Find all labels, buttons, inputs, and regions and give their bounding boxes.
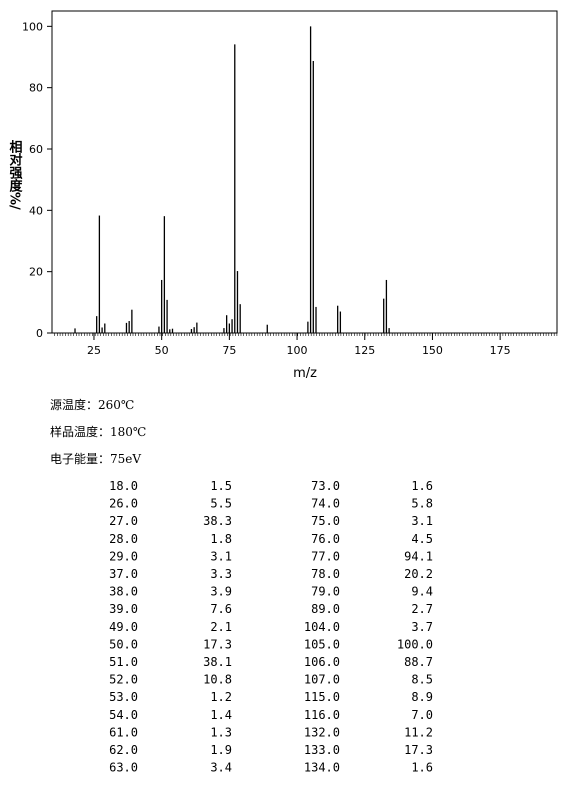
table-cell: 51.0 — [109, 655, 138, 669]
table-cell: 104.0 — [304, 620, 340, 634]
x-tick-label: 50 — [155, 344, 169, 357]
y-tick-label: 100 — [22, 20, 43, 33]
y-tick-label: 80 — [29, 82, 43, 95]
table-cell: 73.0 — [311, 479, 340, 493]
table-cell: 3.4 — [210, 761, 232, 775]
table-cell: 29.0 — [109, 549, 138, 563]
table-cell: 1.5 — [210, 479, 232, 493]
x-tick-label: 125 — [354, 344, 375, 357]
table-cell: 1.6 — [411, 479, 433, 493]
table-cell: 7.6 — [210, 602, 232, 616]
table-cell: 38.1 — [203, 655, 232, 669]
table-cell: 3.1 — [411, 514, 433, 528]
x-axis-label: m/z — [293, 366, 317, 381]
table-cell: 2.7 — [411, 602, 433, 616]
table-cell: 106.0 — [304, 655, 340, 669]
table-cell: 37.0 — [109, 567, 138, 581]
table-cell: 38.3 — [203, 514, 232, 528]
table-cell: 77.0 — [311, 549, 340, 563]
table-cell: 3.3 — [210, 567, 232, 581]
x-tick-label: 175 — [490, 344, 511, 357]
condition: 电子能量：75eV — [50, 452, 141, 466]
x-tick-label: 25 — [87, 344, 101, 357]
table-cell: 4.5 — [411, 532, 433, 546]
table-cell: 49.0 — [109, 620, 138, 634]
table-cell: 61.0 — [109, 725, 138, 739]
x-tick-label: 100 — [287, 344, 308, 357]
table-cell: 1.3 — [210, 725, 232, 739]
table-cell: 17.3 — [404, 743, 433, 757]
y-tick-label: 0 — [36, 327, 43, 340]
table-cell: 116.0 — [304, 708, 340, 722]
table-cell: 3.7 — [411, 620, 433, 634]
table-cell: 8.5 — [411, 673, 433, 687]
table-cell: 17.3 — [203, 637, 232, 651]
table-cell: 3.9 — [210, 585, 232, 599]
table-cell: 18.0 — [109, 479, 138, 493]
table-cell: 11.2 — [404, 725, 433, 739]
table-cell: 133.0 — [304, 743, 340, 757]
table-cell: 9.4 — [411, 585, 433, 599]
table-cell: 27.0 — [109, 514, 138, 528]
table-cell: 8.9 — [411, 690, 433, 704]
table-cell: 3.1 — [210, 549, 232, 563]
condition: 源温度：260℃ — [50, 397, 134, 412]
table-cell: 115.0 — [304, 690, 340, 704]
condition: 样品温度：180℃ — [50, 424, 146, 439]
table-cell: 7.0 — [411, 708, 433, 722]
table-cell: 2.1 — [210, 620, 232, 634]
table-cell: 54.0 — [109, 708, 138, 722]
x-tick-label: 150 — [422, 344, 443, 357]
table-cell: 1.2 — [210, 690, 232, 704]
table-cell: 107.0 — [304, 673, 340, 687]
table-cell: 105.0 — [304, 637, 340, 651]
table-cell: 79.0 — [311, 585, 340, 599]
table-cell: 100.0 — [397, 637, 433, 651]
x-tick-label: 75 — [222, 344, 236, 357]
y-axis-label: 相对强度%/ — [7, 139, 23, 210]
table-cell: 62.0 — [109, 743, 138, 757]
table-cell: 1.8 — [210, 532, 232, 546]
table-cell: 26.0 — [109, 497, 138, 511]
table-cell: 76.0 — [311, 532, 340, 546]
table-cell: 38.0 — [109, 585, 138, 599]
table-cell: 1.6 — [411, 761, 433, 775]
y-tick-label: 60 — [29, 143, 43, 156]
table-cell: 5.5 — [210, 497, 232, 511]
table-cell: 1.4 — [210, 708, 232, 722]
table-cell: 74.0 — [311, 497, 340, 511]
table-cell: 134.0 — [304, 761, 340, 775]
table-cell: 52.0 — [109, 673, 138, 687]
table-cell: 75.0 — [311, 514, 340, 528]
table-cell: 89.0 — [311, 602, 340, 616]
table-cell: 63.0 — [109, 761, 138, 775]
table-cell: 50.0 — [109, 637, 138, 651]
table-cell: 28.0 — [109, 532, 138, 546]
table-cell: 5.8 — [411, 497, 433, 511]
table-cell: 78.0 — [311, 567, 340, 581]
table-cell: 39.0 — [109, 602, 138, 616]
table-cell: 10.8 — [203, 673, 232, 687]
table-cell: 88.7 — [404, 655, 433, 669]
table-cell: 53.0 — [109, 690, 138, 704]
table-cell: 1.9 — [210, 743, 232, 757]
y-tick-label: 40 — [29, 204, 43, 217]
y-tick-label: 20 — [29, 266, 43, 279]
table-cell: 94.1 — [404, 549, 433, 563]
table-cell: 132.0 — [304, 725, 340, 739]
plot-frame — [51, 10, 558, 334]
table-cell: 20.2 — [404, 567, 433, 581]
